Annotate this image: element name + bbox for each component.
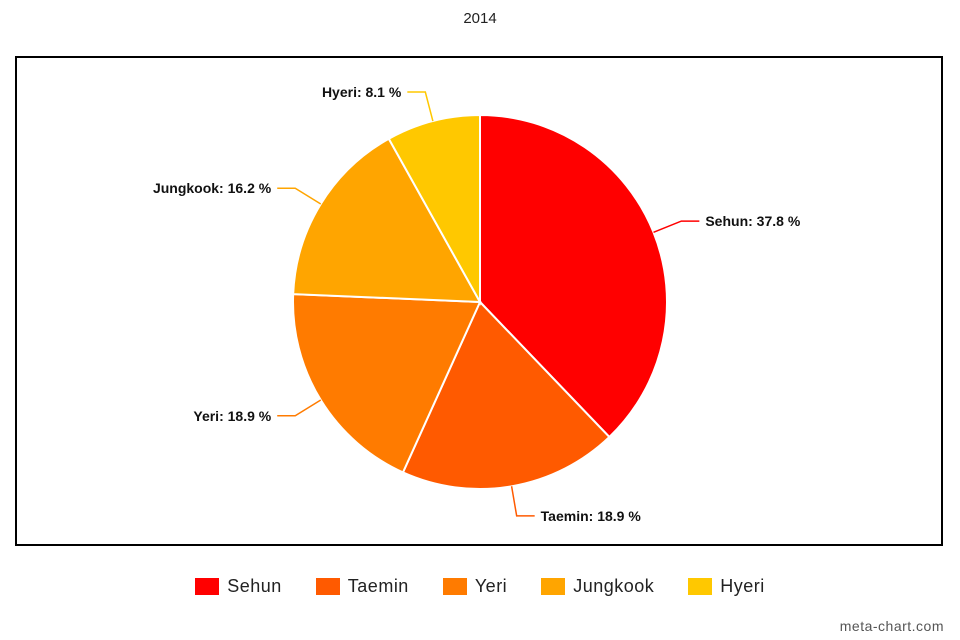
legend-item-hyeri[interactable]: Hyeri <box>688 576 765 597</box>
legend-swatch <box>315 578 340 595</box>
legend-swatch <box>541 578 566 595</box>
data-label-yeri: Yeri: 18.9 % <box>193 408 271 424</box>
connector-sehun <box>653 220 700 233</box>
pie-slice-hyeri <box>387 113 481 306</box>
legend-label: Yeri <box>474 576 508 596</box>
legend-item-taemin[interactable]: Taemin <box>315 576 409 597</box>
connector-jungkook <box>277 187 322 205</box>
legend-swatch <box>195 578 220 595</box>
pie-chart: Sehun: 37.8 % Taemin: 18.9 % Yeri: 18.9 % J… <box>153 84 801 524</box>
connector-hyeri <box>407 91 434 122</box>
data-label-taemin: Taemin: 18.9 % <box>541 508 642 524</box>
data-label-jungkook: Jungkook: 16.2 % <box>153 180 272 196</box>
data-label-sehun: Sehun: 37.8 % <box>705 213 800 229</box>
legend-swatch <box>442 578 467 595</box>
legend-label: Jungkook <box>573 576 655 596</box>
data-label-hyeri: Hyeri: 8.1 % <box>322 84 402 100</box>
legend-swatch <box>688 578 713 595</box>
chart-title: 2014 <box>463 10 497 27</box>
watermark: meta-chart.com <box>839 618 944 634</box>
legend-item-yeri[interactable]: Yeri <box>442 576 508 597</box>
legend-label: Sehun <box>227 576 282 596</box>
legend-item-jungkook[interactable]: Jungkook <box>541 576 654 597</box>
legend: Sehun Taemin Yeri Jungkook Hyeri <box>0 576 960 597</box>
connector-yeri <box>277 399 322 417</box>
pie-slice-jungkook <box>292 137 482 304</box>
connector-taemin <box>510 486 535 517</box>
legend-item-sehun[interactable]: Sehun <box>195 576 282 597</box>
legend-label: Hyeri <box>720 576 765 596</box>
plot-area <box>15 56 943 546</box>
legend-label: Taemin <box>347 576 409 596</box>
